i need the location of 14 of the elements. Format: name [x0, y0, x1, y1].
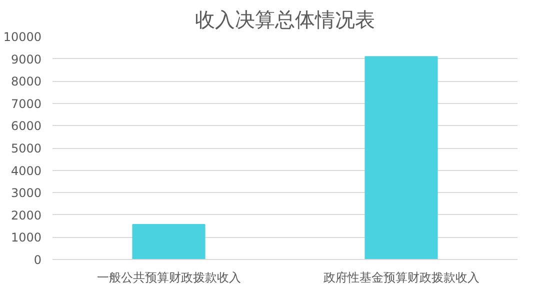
y-tick-label: 6000 [10, 119, 42, 134]
y-tick-label: 0 [34, 253, 42, 267]
y-tick-label: 3000 [10, 186, 42, 200]
y-tick-label: 4000 [10, 164, 42, 178]
chart-title: 收入决算总体情况表 [195, 8, 375, 32]
y-tick-label: 10000 [3, 30, 42, 44]
y-tick-label: 5000 [10, 142, 42, 156]
y-tick-label: 9000 [10, 52, 42, 66]
x-tick-label: 政府性基金预算财政拨款收入 [323, 270, 480, 284]
y-tick-label: 1000 [10, 230, 42, 245]
y-tick-label: 8000 [10, 74, 42, 89]
y-tick-label: 7000 [10, 96, 42, 111]
y-tick-label: 2000 [10, 208, 42, 222]
x-tick-label: 一般公共预算财政拨款收入 [96, 270, 241, 284]
